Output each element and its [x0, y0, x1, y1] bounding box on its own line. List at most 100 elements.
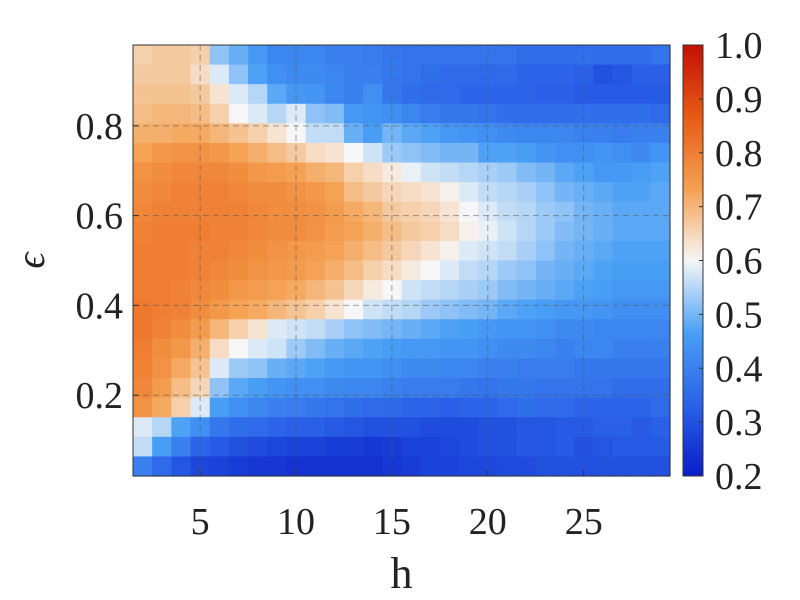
- heatmap-cell: [554, 260, 575, 281]
- heatmap-cell: [535, 240, 556, 262]
- heatmap-cell: [650, 456, 671, 477]
- heatmap-cell: [497, 221, 518, 242]
- heatmap-cell: [516, 319, 537, 340]
- heatmap-cell: [535, 103, 556, 124]
- heatmap-cell: [209, 182, 230, 203]
- heatmap-cell: [228, 221, 249, 242]
- heatmap-cell: [497, 182, 518, 203]
- heatmap-cell: [363, 84, 383, 105]
- heatmap-cell: [324, 436, 345, 458]
- heatmap-cell: [574, 182, 594, 203]
- heatmap-cell: [478, 221, 498, 242]
- heatmap-cell: [612, 260, 633, 281]
- heatmap-cell: [248, 45, 268, 66]
- heatmap-cell: [228, 378, 249, 399]
- heatmap-cell: [267, 397, 288, 418]
- heatmap-cell: [343, 378, 364, 399]
- heatmap-cell: [612, 456, 633, 477]
- heatmap-cell: [248, 64, 268, 85]
- heatmap-cell: [650, 299, 671, 320]
- heatmap-cell: [631, 417, 652, 438]
- heatmap-cell: [497, 103, 518, 124]
- heatmap-cell: [133, 280, 153, 301]
- heatmap-cell: [133, 103, 153, 124]
- heatmap-cell: [267, 64, 288, 85]
- heatmap-cell: [593, 162, 614, 183]
- heatmap-cell: [631, 84, 652, 105]
- heatmap-cell: [420, 456, 441, 477]
- heatmap-cell: [267, 201, 288, 222]
- heatmap-cell: [593, 201, 614, 222]
- heatmap-cell: [516, 280, 537, 301]
- heatmap-cell: [612, 45, 633, 66]
- heatmap-cell: [459, 358, 479, 379]
- heatmap-cell: [248, 280, 268, 301]
- heatmap-cell: [478, 84, 498, 105]
- heatmap-cell: [439, 182, 460, 203]
- heatmap-cell: [190, 221, 211, 242]
- heatmap-cell: [324, 84, 345, 105]
- heatmap-cell: [190, 201, 211, 222]
- heatmap-cell: [420, 436, 441, 458]
- y-tick-label: 0.4: [76, 285, 124, 327]
- heatmap-cell: [324, 45, 345, 66]
- heatmap-cell: [209, 45, 230, 66]
- heatmap-cell: [593, 436, 614, 458]
- heatmap-cell: [497, 260, 518, 281]
- heatmap-cell: [593, 84, 614, 105]
- heatmap-cell: [439, 142, 460, 164]
- heatmap-cell: [497, 240, 518, 262]
- heatmap-cell: [593, 123, 614, 144]
- heatmap-cell: [133, 123, 153, 144]
- heatmap-cell: [459, 142, 479, 164]
- heatmap-cell: [209, 240, 230, 262]
- heatmap-cell: [612, 240, 633, 262]
- heatmap-cell: [612, 162, 633, 183]
- heatmap-cell: [650, 417, 671, 438]
- heatmap-cell: [497, 417, 518, 438]
- heatmap-cell: [133, 299, 153, 320]
- heatmap-cell: [363, 456, 383, 477]
- heatmap-cell: [363, 103, 383, 124]
- heatmap-cell: [478, 142, 498, 164]
- heatmap-cell: [497, 436, 518, 458]
- heatmap-cell: [171, 221, 192, 242]
- heatmap-cell: [286, 64, 307, 85]
- heatmap-cell: [286, 182, 307, 203]
- heatmap-cell: [382, 201, 403, 222]
- heatmap-cell: [612, 201, 633, 222]
- heatmap-cell: [343, 64, 364, 85]
- heatmap-cell: [631, 358, 652, 379]
- heatmap-cell: [248, 201, 268, 222]
- heatmap-cell: [286, 142, 307, 164]
- heatmap-cell: [133, 201, 153, 222]
- heatmap-cell: [420, 162, 441, 183]
- heatmap-cell: [286, 240, 307, 262]
- heatmap-cell: [439, 123, 460, 144]
- heatmap-cell: [363, 123, 383, 144]
- heatmap-cell: [171, 456, 192, 477]
- heatmap-cell: [574, 103, 594, 124]
- heatmap-cell: [363, 280, 383, 301]
- heatmap-cell: [305, 201, 326, 222]
- heatmap-cell: [516, 240, 537, 262]
- heatmap-cell: [267, 240, 288, 262]
- heatmap-cell: [439, 221, 460, 242]
- heatmap-cell: [324, 299, 345, 320]
- heatmap-cell: [248, 397, 268, 418]
- heatmap-cell: [209, 280, 230, 301]
- heatmap-cell: [401, 162, 422, 183]
- heatmap-cell: [248, 417, 268, 438]
- heatmap-cell: [171, 84, 192, 105]
- heatmap-cell: [631, 182, 652, 203]
- heatmap-cell: [497, 280, 518, 301]
- heatmap-cell: [554, 319, 575, 340]
- heatmap-cell: [343, 358, 364, 379]
- heatmap-cell: [593, 456, 614, 477]
- heatmap-cell: [401, 280, 422, 301]
- heatmap-cell: [209, 299, 230, 320]
- heatmap-cell: [171, 201, 192, 222]
- heatmap-cell: [305, 338, 326, 360]
- heatmap-cell: [171, 260, 192, 281]
- heatmap-cell: [439, 299, 460, 320]
